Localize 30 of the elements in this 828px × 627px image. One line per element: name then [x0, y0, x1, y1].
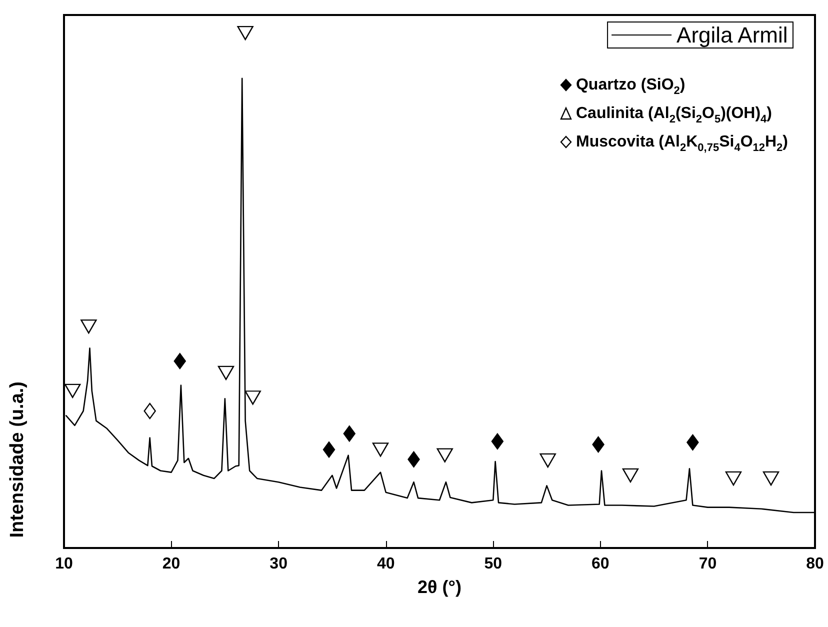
- x-tick-label: 20: [162, 556, 180, 572]
- point: [622, 468, 639, 482]
- x-axis-title: 2θ (°): [418, 577, 462, 597]
- y-axis-title: Intensidade (u.a.): [7, 381, 28, 538]
- point: [540, 453, 556, 468]
- point: [144, 402, 156, 420]
- point: [686, 434, 699, 451]
- point: [436, 448, 453, 462]
- point: [174, 352, 186, 370]
- point: [491, 433, 504, 450]
- x-tick-label: 70: [698, 556, 717, 572]
- point: [343, 426, 356, 442]
- point: [218, 366, 234, 380]
- x-tick-label: 50: [484, 556, 502, 572]
- point: [322, 442, 336, 458]
- point: [592, 436, 604, 453]
- x-tick-label: 60: [592, 556, 610, 572]
- point: [64, 384, 81, 398]
- point: [237, 26, 254, 40]
- x-tick-label: 10: [55, 556, 73, 572]
- point: [762, 471, 780, 486]
- point: [372, 442, 389, 457]
- point: [80, 319, 97, 334]
- x-tick-label: 30: [270, 556, 288, 572]
- point: [244, 390, 261, 405]
- legend-label: Argila Armil: [676, 22, 788, 48]
- point: [408, 451, 420, 468]
- x-tick-label: 40: [376, 556, 395, 572]
- x-tick-label: 80: [806, 556, 824, 572]
- point: [725, 471, 742, 486]
